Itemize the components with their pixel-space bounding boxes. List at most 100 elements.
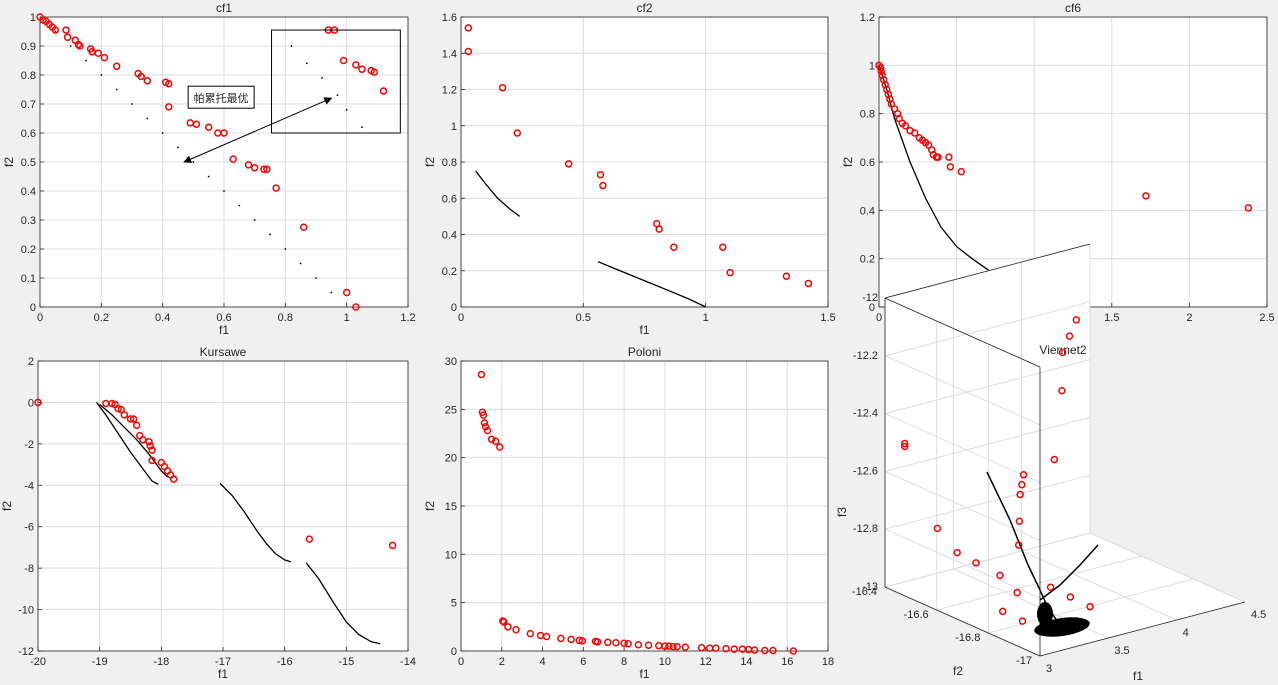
- annotation-label-box: [187, 85, 255, 109]
- front-curve: [219, 482, 292, 563]
- data-point: [487, 435, 496, 444]
- data-point: [644, 641, 653, 649]
- front-point: [238, 204, 241, 207]
- y-tick-label: 1: [869, 60, 875, 72]
- x-tick-label: 18: [822, 656, 834, 668]
- data-point: [132, 421, 141, 429]
- y-tick-label: 0.4: [860, 205, 875, 217]
- z-tick-label: -12.6: [853, 465, 878, 477]
- data-point: [1016, 490, 1024, 499]
- y-tick-label: -17: [1016, 655, 1032, 667]
- x-axis-label: f1: [218, 667, 228, 681]
- data-point: [34, 398, 42, 407]
- x-tick-label: 0.8: [278, 312, 293, 324]
- x-tick-label: 0: [876, 312, 882, 324]
- x-tick-label: 16: [781, 656, 793, 668]
- annotation-arrow: [257, 97, 333, 131]
- data-point: [165, 103, 173, 111]
- grid-line: [884, 359, 1091, 415]
- annotation-arrow: [183, 129, 258, 163]
- data-point: [464, 24, 473, 32]
- data-point: [204, 123, 213, 131]
- data-point: [1014, 541, 1023, 549]
- x-tick-label: 8: [621, 656, 627, 668]
- data-point: [612, 639, 620, 647]
- data-point: [299, 223, 308, 231]
- front-point: [336, 94, 339, 97]
- data-point: [604, 638, 612, 647]
- x-tick-label: -16: [277, 656, 293, 668]
- front-point: [223, 190, 225, 192]
- y-tick-label: -8: [24, 563, 34, 575]
- axis-edge: [1039, 601, 1246, 657]
- data-point: [498, 83, 507, 92]
- x-tick-label: 4.5: [1251, 609, 1266, 621]
- data-point: [957, 167, 966, 176]
- data-point: [782, 272, 791, 280]
- data-point: [655, 225, 663, 233]
- z-tick-label: -12.2: [853, 350, 878, 362]
- data-point: [76, 42, 84, 50]
- front-point: [330, 291, 333, 294]
- data-point: [250, 164, 259, 172]
- data-point: [1244, 204, 1253, 212]
- data-point: [996, 571, 1004, 580]
- y-tick-label: 0: [30, 302, 36, 314]
- chart-title: cf2: [636, 1, 652, 15]
- y-tick-label: -2: [24, 439, 34, 451]
- grid-line: [884, 532, 1091, 588]
- x-tick-label: 1.5: [1104, 312, 1119, 324]
- data-point: [477, 370, 486, 379]
- data-point: [665, 642, 673, 650]
- front-point: [361, 126, 363, 129]
- y-tick-label: 25: [445, 404, 457, 416]
- data-point: [730, 645, 738, 653]
- grid-line: [884, 355, 1041, 426]
- y-tick-label: 0.4: [442, 230, 457, 242]
- y-tick-label: 15: [445, 501, 457, 513]
- front-curve: [305, 562, 381, 645]
- front-point: [315, 277, 317, 279]
- chart-cf2: 0 0.5 1 1.5 0 0.2 0.4 0.6 0.8 1 1.2 1.4 1.6 cf2 f1 f2: [423, 1, 836, 337]
- data-point: [483, 426, 492, 435]
- front-point: [85, 59, 87, 62]
- data-point: [804, 279, 813, 288]
- data-point: [593, 638, 602, 646]
- x-tick-label: 1: [344, 312, 350, 324]
- data-point: [567, 635, 575, 644]
- chart-title: Kursawe: [200, 345, 247, 359]
- data-point: [789, 647, 798, 655]
- data-point: [557, 634, 565, 643]
- z-axis-label: f3: [835, 507, 849, 517]
- data-point: [1065, 332, 1074, 340]
- data-point: [1058, 348, 1067, 357]
- front-point: [192, 161, 195, 163]
- side-pane: [885, 298, 1040, 656]
- front-point: [290, 45, 293, 47]
- data-point: [112, 62, 121, 71]
- data-point: [263, 165, 271, 173]
- data-point: [117, 405, 125, 414]
- x-tick-label: -20: [30, 656, 46, 668]
- data-point: [1058, 386, 1066, 395]
- z-tick-label: -13: [862, 581, 878, 593]
- front-point: [207, 175, 210, 178]
- data-point: [500, 618, 508, 626]
- data-point: [670, 243, 678, 251]
- y-tick-label: 0.7: [21, 99, 36, 111]
- data-point: [634, 640, 643, 649]
- data-point: [229, 155, 237, 163]
- front-point: [299, 262, 302, 265]
- axis-edge: [884, 297, 1041, 368]
- data-point: [342, 288, 351, 297]
- data-point: [192, 120, 201, 129]
- data-point: [379, 87, 388, 95]
- y-tick-label: -12: [18, 646, 34, 658]
- data-point: [750, 646, 759, 654]
- y-tick-label: 0.1: [21, 273, 36, 285]
- front-curve: [1039, 544, 1099, 601]
- data-point: [62, 26, 70, 34]
- chart-title: cf1: [216, 1, 232, 15]
- data-point: [94, 49, 103, 57]
